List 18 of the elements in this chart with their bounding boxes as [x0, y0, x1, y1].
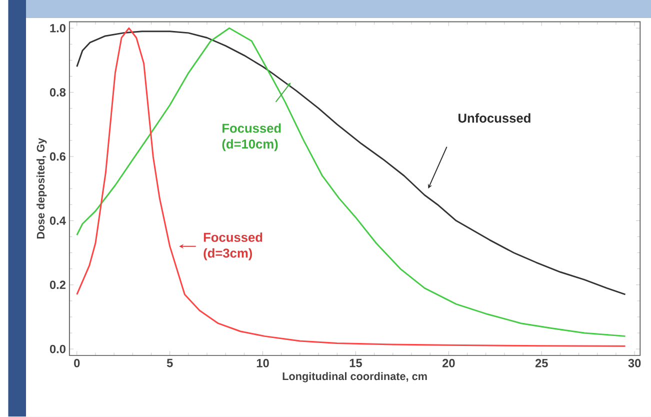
text: Unfocussed — [458, 113, 530, 123]
text: Focussed (d=3cm) — [204, 232, 262, 260]
y-tick-label: 0.2 — [50, 280, 66, 290]
x-axis-title: Longitudinal coordinate, cm — [282, 372, 427, 382]
x-tick-label: 5 — [166, 359, 173, 368]
y-tick-label: 0.0 — [50, 345, 66, 354]
y-tick-label: 1.0 — [50, 24, 66, 32]
y-tick-label: 0.6 — [50, 152, 66, 161]
series-label: Focussed (d=10cm) — [222, 124, 281, 152]
x-tick-label: 15 — [350, 359, 362, 368]
y-axis-title: Dose deposited, Gy — [36, 138, 47, 239]
y-tick-label: 0.4 — [50, 216, 66, 226]
x-tick-label: 25 — [535, 359, 548, 368]
y-tick-label: 0.8 — [50, 88, 66, 97]
x-tick-label: 10 — [256, 359, 269, 368]
x-tick-label: 20 — [442, 359, 455, 368]
x-tick-label: 0 — [74, 359, 80, 368]
x-tick-label: 30 — [628, 359, 641, 368]
